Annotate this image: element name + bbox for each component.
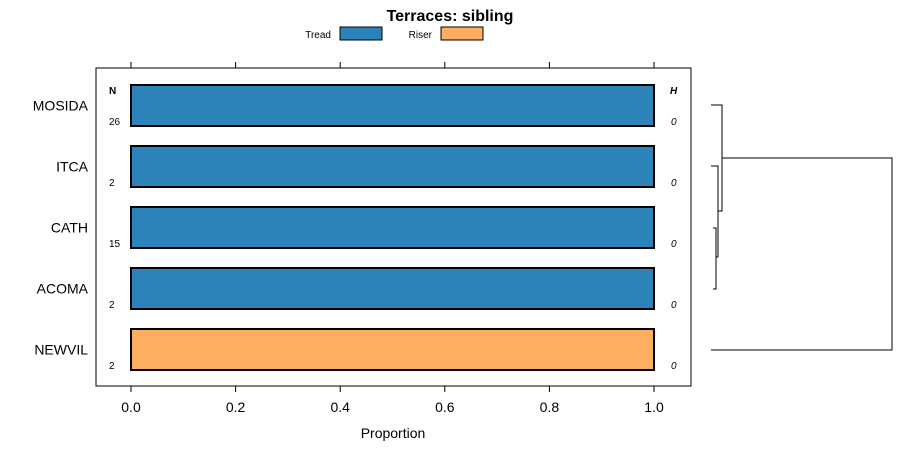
- x-tick-label: 0.2: [226, 399, 246, 415]
- bar-acoma-tread: [130, 267, 655, 310]
- n-value: 26: [109, 117, 121, 128]
- dendrogram-link: [711, 157, 893, 351]
- n-column: N 26 2 15 2 2: [109, 86, 121, 372]
- dendrogram-link: [713, 227, 717, 258]
- dendrogram: [711, 104, 893, 351]
- x-tick-label: 1.0: [644, 399, 664, 415]
- bars: [130, 84, 655, 371]
- legend-label-tread: Tread: [305, 30, 331, 41]
- category-label-itca: ITCA: [56, 159, 89, 175]
- category-label-cath: CATH: [51, 220, 88, 236]
- category-label-acoma: ACOMA: [37, 281, 89, 297]
- chart-title: Terraces: sibling: [387, 8, 514, 25]
- x-axis: 0.0 0.2 0.4 0.6 0.8 1.0: [121, 386, 664, 415]
- bar-itca-tread: [130, 145, 655, 188]
- x-tick-label: 0.8: [540, 399, 560, 415]
- plot-frame: [95, 67, 692, 387]
- h-value: 0: [671, 361, 677, 372]
- dendrogram-link: [711, 165, 719, 257]
- n-value: 15: [109, 239, 121, 250]
- top-axis-ticks: [130, 62, 655, 68]
- legend-swatch-riser: [440, 26, 484, 41]
- h-value: 0: [671, 300, 677, 311]
- legend-label-riser: Riser: [409, 30, 433, 41]
- n-value: 2: [109, 361, 115, 372]
- category-labels: MOSIDA ITCA CATH ACOMA NEWVIL: [33, 98, 89, 358]
- h-value: 0: [671, 117, 677, 128]
- dendrogram-link: [711, 104, 723, 212]
- legend: Tread Riser: [305, 26, 484, 41]
- n-header: N: [109, 86, 116, 97]
- x-tick-label: 0.6: [435, 399, 455, 415]
- category-label-mosida: MOSIDA: [33, 98, 89, 114]
- h-header: H: [670, 86, 678, 97]
- n-value: 2: [109, 300, 115, 311]
- h-column: H 0 0 0 0 0: [670, 86, 678, 372]
- bar-mosida-tread: [130, 84, 655, 127]
- legend-swatch-tread: [339, 26, 383, 41]
- x-axis-title: Proportion: [361, 425, 426, 441]
- dendrogram-link: [713, 258, 717, 290]
- bar-cath-tread: [130, 206, 655, 249]
- category-label-newvil: NEWVIL: [34, 342, 88, 358]
- h-value: 0: [671, 178, 677, 189]
- h-value: 0: [671, 239, 677, 250]
- x-tick-label: 0.4: [330, 399, 350, 415]
- n-value: 2: [109, 178, 115, 189]
- bar-newvil-riser: [130, 328, 655, 371]
- x-tick-label: 0.0: [121, 399, 141, 415]
